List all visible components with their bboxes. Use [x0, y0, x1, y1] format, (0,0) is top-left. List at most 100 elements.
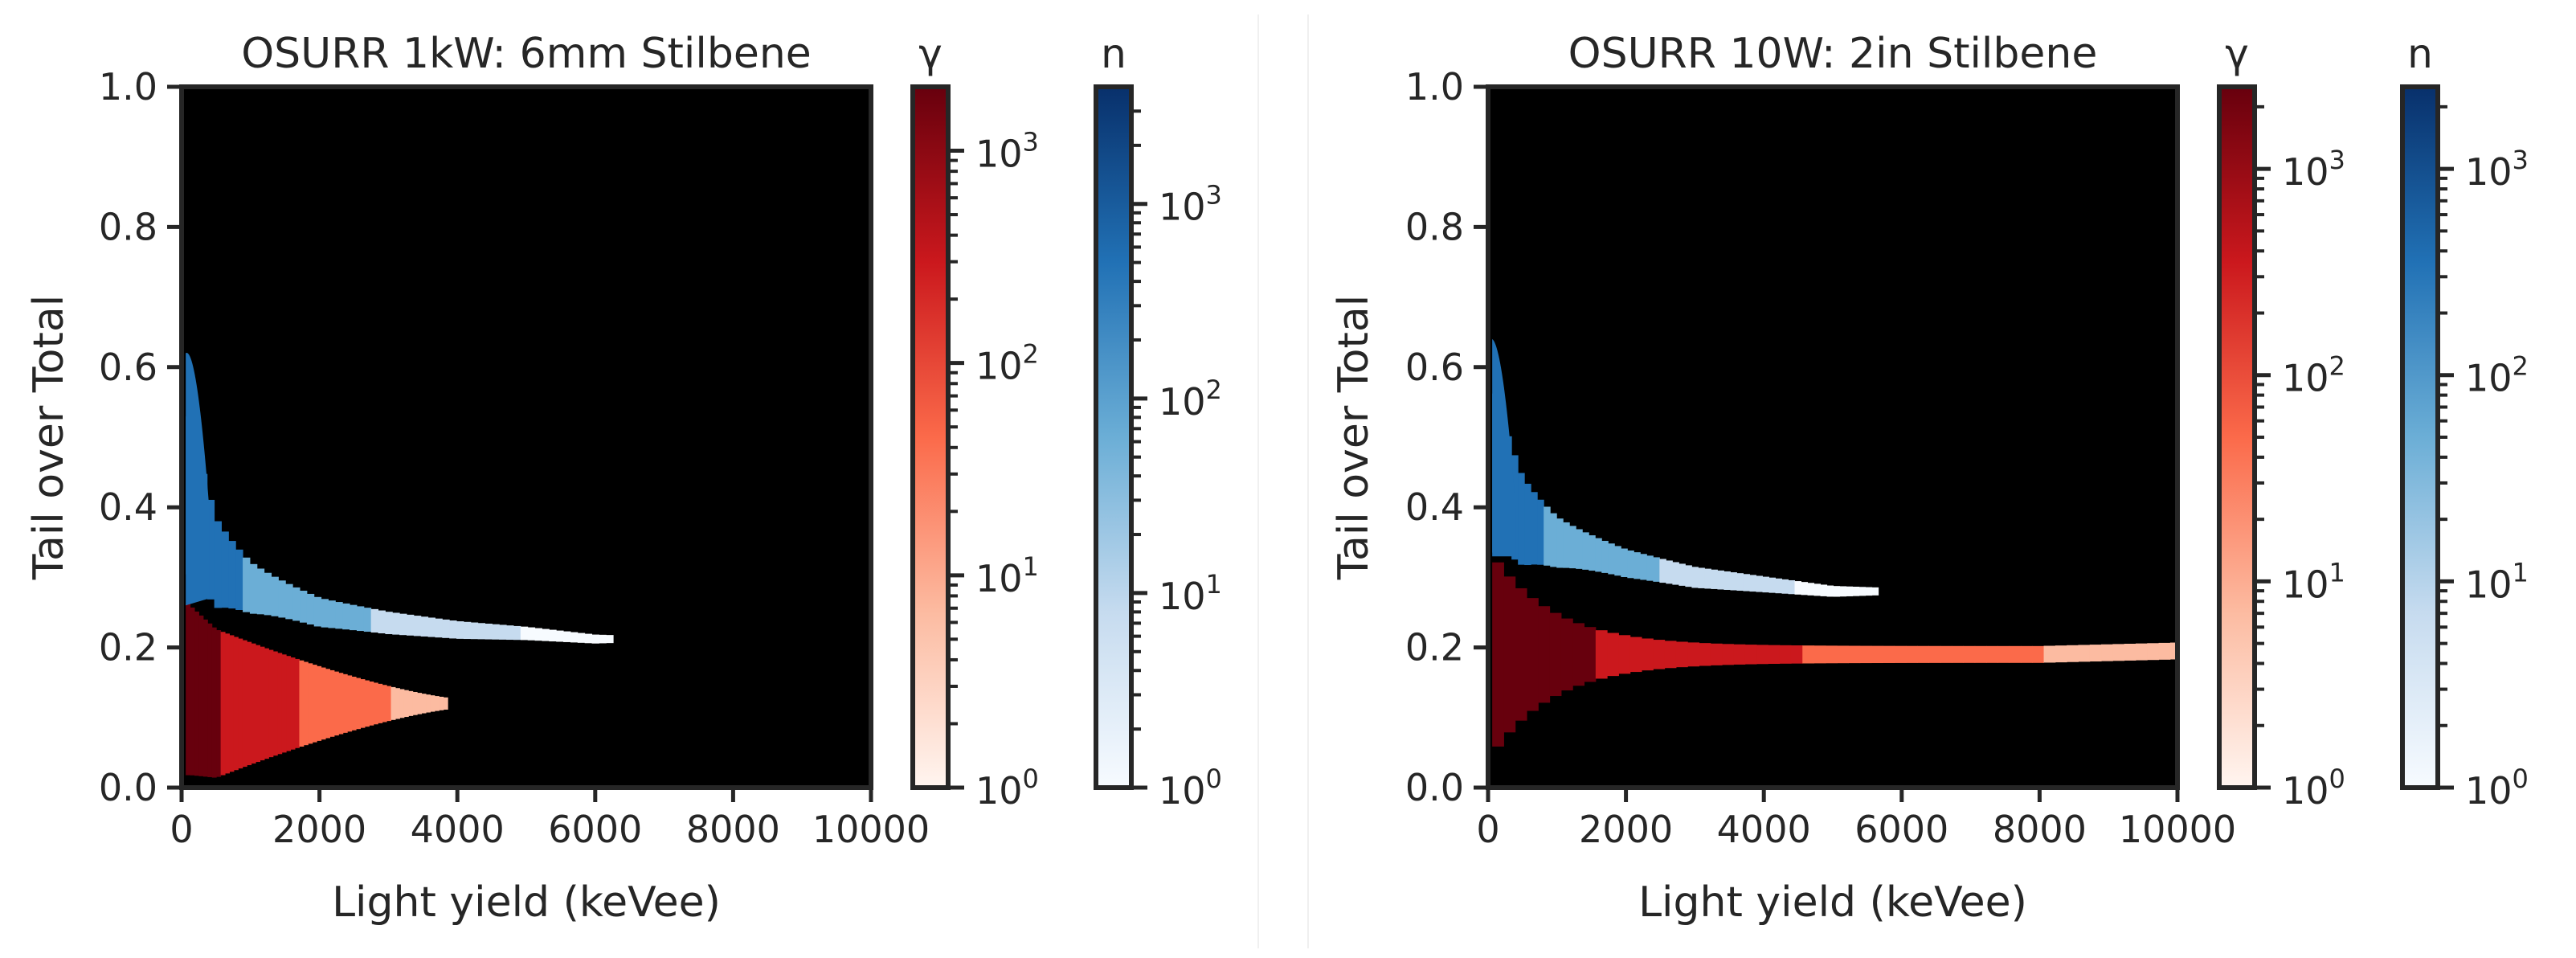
gamma-band-segment — [264, 648, 269, 759]
neutron-band-segment — [1634, 552, 1641, 579]
axes-frame — [1486, 84, 2180, 790]
gamma-band-segment — [229, 635, 235, 772]
gamma-band-segment — [408, 690, 414, 716]
gamma-band-segment — [390, 686, 396, 720]
neutron-band-segment — [256, 568, 265, 615]
neutron-band-segment — [1743, 574, 1750, 592]
gamma-band-segment — [216, 630, 222, 777]
x-tick-label: 8000 — [1993, 808, 2087, 851]
gamma-band-segment — [1595, 630, 1608, 679]
neutron-band-segment — [1711, 569, 1718, 589]
tick-base: 10 — [975, 345, 1023, 388]
neutron-band-segment — [1608, 543, 1615, 575]
gamma-band-segment — [281, 654, 287, 753]
colorbar-frame — [1094, 84, 1134, 790]
gamma-band-segment — [360, 679, 366, 728]
gamma-band-segment — [268, 649, 274, 758]
gamma-band-segment — [202, 619, 208, 777]
gamma-band-segment — [194, 611, 199, 776]
neutron-band-segment — [278, 580, 286, 618]
neutron-band-segment — [1556, 518, 1564, 568]
gamma-band-segment — [430, 695, 435, 712]
tick-exponent: 1 — [1206, 569, 1222, 600]
colorbar-title: γ — [2225, 31, 2249, 77]
gamma-band-segment — [1813, 645, 1826, 664]
neutron-band-segment — [1788, 579, 1796, 595]
gamma-band-segment — [1825, 645, 1838, 664]
neutron-band-segment — [1582, 532, 1589, 570]
gamma-band-segment — [2169, 642, 2177, 660]
tick-base: 10 — [1159, 575, 1206, 618]
neutron-band-segment — [321, 599, 329, 628]
neutron-band-segment — [1621, 548, 1628, 578]
x-tick-label: 0 — [170, 808, 193, 851]
neutron-band-segment — [1614, 546, 1621, 576]
neutron-band-segment — [1846, 586, 1854, 596]
x-tick-label: 2000 — [1579, 808, 1673, 851]
neutron-band-segment — [1569, 526, 1576, 569]
gamma-band-segment — [1642, 638, 1654, 671]
neutron-band-segment — [1563, 522, 1570, 568]
gamma-band-segment — [1952, 645, 1964, 663]
x-tick-label: 4000 — [1717, 808, 1811, 851]
gamma-colorbar — [913, 87, 948, 788]
gamma-band-segment — [434, 696, 440, 711]
neutron-band-segment — [606, 635, 614, 644]
tick-exponent: 3 — [2329, 145, 2345, 175]
neutron-plume — [186, 352, 210, 606]
neutron-band-segment — [1852, 587, 1860, 596]
neutron-band-segment — [392, 612, 400, 635]
x-axis-label: Light yield (keVee) — [1638, 878, 2027, 927]
gamma-band-segment — [1974, 645, 1987, 663]
neutron-band-segment — [570, 632, 579, 643]
neutron-band-segment — [542, 628, 550, 641]
neutron-band-segment — [1781, 579, 1789, 594]
tick-base: 10 — [2282, 563, 2329, 606]
neutron-band-segment — [1762, 576, 1769, 593]
y-tick-label: 0.6 — [99, 346, 157, 389]
gamma-band-segment — [1928, 645, 1941, 663]
neutron-band-segment — [1589, 535, 1596, 571]
x-tick-label: 0 — [1476, 808, 1499, 851]
gamma-band-segment — [247, 641, 252, 766]
neutron-band-segment — [1640, 554, 1647, 580]
neutron-band-segment — [456, 621, 464, 639]
neutron-band-segment — [328, 600, 336, 628]
y-tick-label: 0.4 — [1405, 485, 1464, 529]
neutron-band-segment — [1678, 563, 1686, 586]
neutron-plume — [1492, 338, 1516, 557]
gamma-band-segment — [2078, 645, 2091, 662]
neutron-band-segment — [1576, 529, 1583, 569]
neutron-band-segment — [1672, 562, 1679, 585]
gamma-band-segment — [426, 694, 431, 713]
neutron-band-segment — [1691, 567, 1699, 588]
neutron-band-segment — [356, 606, 365, 632]
colorbar-tick-label: 103 — [1159, 180, 1222, 229]
gamma-band-segment — [1618, 635, 1631, 674]
neutron-band-segment — [264, 572, 272, 616]
neutron-band-segment — [292, 587, 301, 621]
neutron-band-segment — [1749, 575, 1756, 592]
y-tick-label: 0.2 — [1405, 626, 1464, 669]
gamma-band-segment — [1492, 562, 1504, 747]
y-tick-label: 0.8 — [99, 205, 157, 248]
colorbar-tick-label: 100 — [2465, 764, 2529, 813]
gamma-band-segment — [1560, 618, 1573, 691]
colorbar-tick-label: 100 — [2282, 764, 2345, 813]
neutron-band-segment — [492, 624, 500, 640]
neutron-band-segment — [534, 628, 542, 641]
colorbar-tick-label: 102 — [2282, 351, 2345, 400]
neutron-colorbar — [2402, 87, 2438, 788]
heatmap-layer — [186, 352, 614, 778]
neutron-band-segment — [285, 583, 293, 620]
tick-base: 10 — [2282, 769, 2329, 813]
gamma-band-segment — [207, 623, 213, 777]
tick-exponent: 0 — [1023, 764, 1039, 794]
gamma-band-segment — [1837, 645, 1849, 664]
neutron-band-segment — [249, 563, 258, 614]
tick-exponent: 1 — [2513, 557, 2529, 587]
gamma-band-segment — [1607, 633, 1619, 677]
gamma-band-segment — [1848, 645, 1861, 664]
gamma-band-segment — [1859, 645, 1872, 664]
neutron-band-segment — [1531, 492, 1538, 565]
